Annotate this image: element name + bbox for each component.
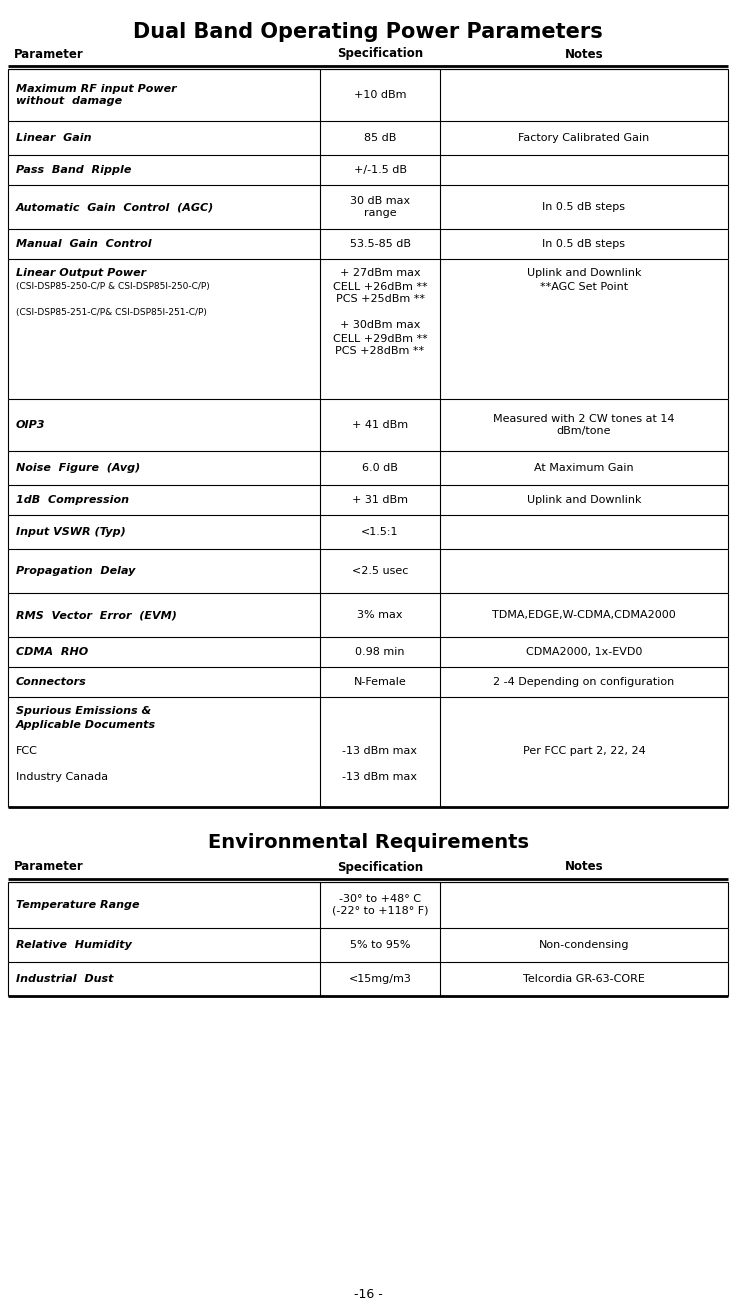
Text: Relative  Humidity: Relative Humidity bbox=[16, 940, 132, 950]
Text: +10 dBm: +10 dBm bbox=[354, 89, 406, 100]
Text: + 27dBm max: + 27dBm max bbox=[340, 268, 420, 279]
Text: <2.5 usec: <2.5 usec bbox=[352, 566, 408, 576]
Text: 0.98 min: 0.98 min bbox=[355, 647, 405, 657]
Text: Industry Canada: Industry Canada bbox=[16, 771, 108, 782]
Text: OIP3: OIP3 bbox=[16, 420, 46, 430]
Text: Uplink and Downlink: Uplink and Downlink bbox=[527, 495, 641, 505]
Text: Manual  Gain  Control: Manual Gain Control bbox=[16, 240, 152, 249]
Text: 2 -4 Depending on configuration: 2 -4 Depending on configuration bbox=[493, 676, 675, 687]
Text: In 0.5 dB steps: In 0.5 dB steps bbox=[542, 201, 626, 212]
Text: <15mg/m3: <15mg/m3 bbox=[349, 974, 411, 984]
Text: FCC: FCC bbox=[16, 745, 38, 755]
Text: Specification: Specification bbox=[337, 47, 423, 61]
Text: Dual Band Operating Power Parameters: Dual Band Operating Power Parameters bbox=[133, 22, 603, 42]
Text: Input VSWR (Typ): Input VSWR (Typ) bbox=[16, 526, 126, 537]
Text: +/-1.5 dB: +/-1.5 dB bbox=[353, 164, 406, 175]
Text: 3% max: 3% max bbox=[357, 611, 403, 620]
Text: Temperature Range: Temperature Range bbox=[16, 900, 140, 909]
Text: Notes: Notes bbox=[565, 47, 604, 61]
Text: PCS +28dBm **: PCS +28dBm ** bbox=[336, 346, 425, 357]
Text: **AGC Set Point: **AGC Set Point bbox=[540, 282, 628, 292]
Text: RMS  Vector  Error  (EVM): RMS Vector Error (EVM) bbox=[16, 611, 177, 620]
Text: Telcordia GR-63-CORE: Telcordia GR-63-CORE bbox=[523, 974, 645, 984]
Text: 5% to 95%: 5% to 95% bbox=[350, 940, 410, 950]
Text: Specification: Specification bbox=[337, 861, 423, 874]
Text: TDMA,EDGE,W-CDMA,CDMA2000: TDMA,EDGE,W-CDMA,CDMA2000 bbox=[492, 611, 676, 620]
Text: 85 dB: 85 dB bbox=[364, 133, 396, 143]
Text: In 0.5 dB steps: In 0.5 dB steps bbox=[542, 240, 626, 249]
Text: Parameter: Parameter bbox=[14, 47, 84, 61]
Text: (CSI-DSP85-251-C/P& CSI-DSP85I-251-C/P): (CSI-DSP85-251-C/P& CSI-DSP85I-251-C/P) bbox=[16, 308, 207, 317]
Text: -13 dBm max: -13 dBm max bbox=[342, 745, 417, 755]
Text: Environmental Requirements: Environmental Requirements bbox=[208, 833, 528, 851]
Text: + 41 dBm: + 41 dBm bbox=[352, 420, 408, 430]
Text: Uplink and Downlink: Uplink and Downlink bbox=[527, 268, 641, 279]
Text: Parameter: Parameter bbox=[14, 861, 84, 874]
Text: 30 dB max
range: 30 dB max range bbox=[350, 196, 410, 218]
Text: Pass  Band  Ripple: Pass Band Ripple bbox=[16, 164, 131, 175]
Text: + 31 dBm: + 31 dBm bbox=[352, 495, 408, 505]
Text: Propagation  Delay: Propagation Delay bbox=[16, 566, 135, 576]
Text: CDMA2000, 1x-EVD0: CDMA2000, 1x-EVD0 bbox=[526, 647, 643, 657]
Text: Measured with 2 CW tones at 14
dBm/tone: Measured with 2 CW tones at 14 dBm/tone bbox=[493, 415, 675, 436]
Text: Applicable Documents: Applicable Documents bbox=[16, 720, 156, 729]
Text: Automatic  Gain  Control  (AGC): Automatic Gain Control (AGC) bbox=[16, 201, 214, 212]
Text: PCS +25dBm **: PCS +25dBm ** bbox=[336, 295, 425, 304]
Text: Noise  Figure  (Avg): Noise Figure (Avg) bbox=[16, 463, 141, 472]
Text: 1dB  Compression: 1dB Compression bbox=[16, 495, 129, 505]
Text: Spurious Emissions &: Spurious Emissions & bbox=[16, 707, 152, 716]
Text: 53.5-85 dB: 53.5-85 dB bbox=[350, 240, 411, 249]
Text: 6.0 dB: 6.0 dB bbox=[362, 463, 398, 472]
Text: At Maximum Gain: At Maximum Gain bbox=[534, 463, 634, 472]
Text: Industrial  Dust: Industrial Dust bbox=[16, 974, 113, 984]
Text: Connectors: Connectors bbox=[16, 676, 87, 687]
Text: Notes: Notes bbox=[565, 861, 604, 874]
Text: N-Female: N-Female bbox=[353, 676, 406, 687]
Text: (CSI-DSP85-250-C/P & CSI-DSP85I-250-C/P): (CSI-DSP85-250-C/P & CSI-DSP85I-250-C/P) bbox=[16, 282, 210, 291]
Text: Factory Calibrated Gain: Factory Calibrated Gain bbox=[518, 133, 650, 143]
Text: CDMA  RHO: CDMA RHO bbox=[16, 647, 88, 657]
Text: Maximum RF input Power
without  damage: Maximum RF input Power without damage bbox=[16, 84, 177, 105]
Text: -13 dBm max: -13 dBm max bbox=[342, 771, 417, 782]
Text: -30° to +48° C
(-22° to +118° F): -30° to +48° C (-22° to +118° F) bbox=[332, 894, 428, 916]
Text: CELL +29dBm **: CELL +29dBm ** bbox=[333, 333, 428, 343]
Text: Linear  Gain: Linear Gain bbox=[16, 133, 91, 143]
Text: + 30dBm max: + 30dBm max bbox=[340, 321, 420, 330]
Text: -16 -: -16 - bbox=[353, 1287, 383, 1300]
Text: Linear Output Power: Linear Output Power bbox=[16, 268, 146, 279]
Text: Per FCC part 2, 22, 24: Per FCC part 2, 22, 24 bbox=[523, 745, 645, 755]
Text: Non-condensing: Non-condensing bbox=[539, 940, 629, 950]
Text: CELL +26dBm **: CELL +26dBm ** bbox=[333, 282, 428, 292]
Text: <1.5:1: <1.5:1 bbox=[361, 526, 399, 537]
